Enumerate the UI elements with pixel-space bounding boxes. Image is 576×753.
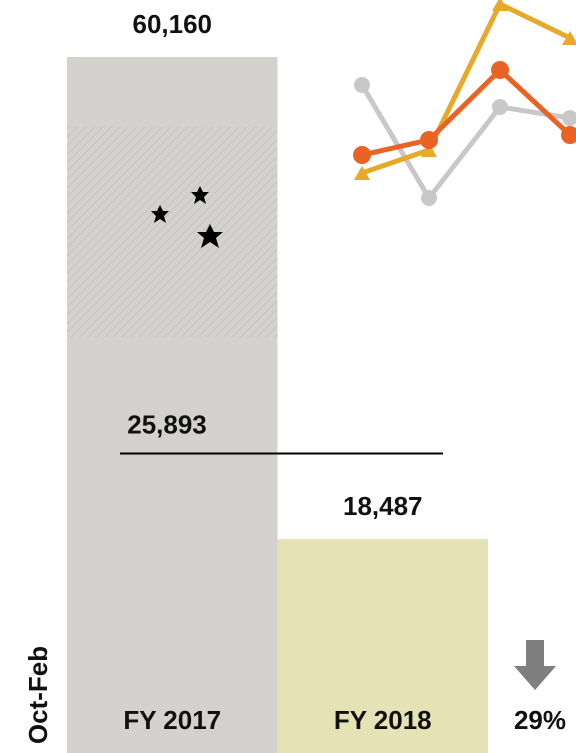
- reference-label: 25,893: [127, 409, 207, 439]
- down-arrow: [514, 640, 556, 690]
- hatch: [67, 127, 277, 337]
- category-label: FY 2018: [334, 705, 432, 735]
- value-label: 18,487: [343, 491, 423, 521]
- decorative-lines: [353, 0, 576, 206]
- bar: [277, 539, 488, 753]
- side-label: Oct-Feb: [23, 646, 53, 744]
- category-label: FY 2017: [123, 705, 221, 735]
- value-label: 60,160: [132, 9, 212, 39]
- change-label: 29%: [514, 705, 566, 735]
- moon-icon: [125, 158, 252, 289]
